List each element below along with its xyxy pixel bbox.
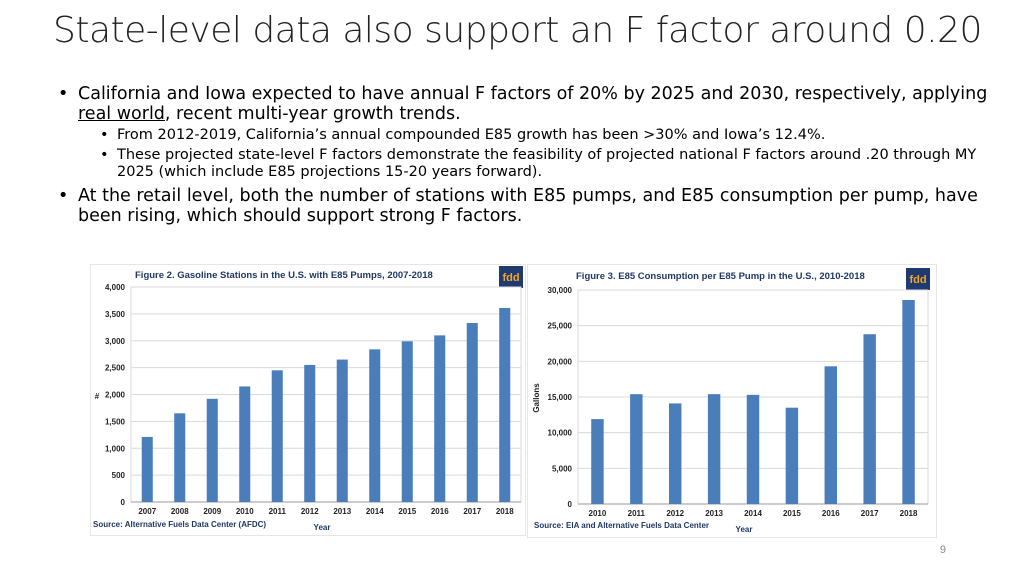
bar-2017 [863, 334, 876, 504]
x-tick-label: 2015 [783, 509, 801, 518]
bullet-1-text-pre: California and Iowa expected to have ann… [78, 84, 988, 104]
y-tick-label: 4,000 [105, 283, 126, 292]
bar-2010 [239, 386, 251, 502]
x-axis-label: Year [736, 525, 753, 534]
x-tick-label: 2011 [269, 507, 287, 516]
y-tick-label: 30,000 [548, 286, 573, 295]
x-tick-label: 2017 [861, 509, 879, 518]
chart-title: Figure 3. E85 Consumption per E85 Pump i… [576, 271, 865, 282]
bar-2011 [271, 370, 283, 502]
sub-bullet-2: These projected state-level F factors de… [100, 147, 1006, 181]
x-tick-label: 2010 [589, 509, 607, 518]
bar-2014 [746, 394, 760, 504]
bullet-1: California and Iowa expected to have ann… [56, 84, 1006, 124]
bar-2012 [304, 364, 316, 502]
x-tick-label: 2012 [301, 507, 319, 516]
slide-title: State-level data also support an F facto… [53, 10, 982, 51]
consumption-chart: Figure 3. E85 Consumption per E85 Pump i… [527, 264, 937, 538]
y-tick-label: 2,500 [105, 364, 126, 373]
y-tick-label: 15,000 [548, 393, 573, 402]
bar-2011 [630, 394, 643, 504]
fdd-logo-text: fdd [909, 274, 926, 286]
bar-2008 [174, 413, 186, 502]
bar-2013 [707, 394, 721, 504]
consumption-chart-svg: Figure 3. E85 Consumption per E85 Pump i… [532, 268, 930, 534]
x-tick-label: 2014 [366, 507, 384, 516]
x-tick-label: 2014 [744, 509, 762, 518]
page-number: 9 [939, 544, 946, 556]
bar-2016 [434, 335, 446, 502]
y-axis-label: # [95, 392, 100, 401]
y-tick-label: 500 [112, 471, 126, 480]
y-tick-label: 10,000 [548, 429, 573, 438]
stations-chart: Figure 2. Gasoline Stations in the U.S. … [90, 264, 526, 536]
x-axis-label: Year [314, 523, 331, 532]
x-tick-label: 2013 [705, 509, 723, 518]
y-tick-label: 0 [121, 498, 126, 507]
chart-title: Figure 2. Gasoline Stations in the U.S. … [135, 270, 433, 281]
bullet-2: At the retail level, both the number of … [56, 186, 1006, 226]
sub-bullet-1: From 2012-2019, California’s annual comp… [100, 127, 1006, 144]
chart-source: Source: Alternative Fuels Data Center (A… [93, 520, 266, 529]
bar-2014 [369, 349, 381, 502]
y-tick-label: 20,000 [548, 357, 573, 366]
fdd-logo [906, 268, 930, 290]
bar-2015 [401, 341, 413, 502]
bar-2012 [669, 403, 682, 504]
bullet-1-underlined: real world [78, 104, 165, 124]
bar-2017 [466, 323, 478, 502]
y-tick-label: 2,000 [105, 391, 126, 400]
y-tick-label: 25,000 [548, 322, 573, 331]
x-tick-label: 2018 [496, 507, 514, 516]
bar-2007 [141, 436, 153, 502]
y-axis-label: Gallons [532, 383, 541, 413]
x-tick-label: 2008 [171, 507, 189, 516]
x-tick-label: 2010 [236, 507, 254, 516]
bar-2009 [206, 398, 218, 502]
bar-2016 [824, 366, 837, 504]
x-tick-label: 2015 [398, 507, 416, 516]
bar-2010 [591, 419, 604, 504]
fdd-logo-text: fdd [502, 272, 519, 284]
bar-2013 [336, 359, 348, 502]
chart-source: Source: EIA and Alternative Fuels Data C… [534, 521, 709, 530]
x-tick-label: 2007 [138, 507, 156, 516]
bar-2018 [499, 307, 511, 502]
bullet-list: California and Iowa expected to have ann… [56, 84, 1006, 226]
x-tick-label: 2013 [333, 507, 351, 516]
x-tick-label: 2011 [628, 509, 646, 518]
y-tick-label: 3,000 [105, 337, 126, 346]
x-tick-label: 2016 [431, 507, 449, 516]
y-tick-label: 5,000 [552, 464, 573, 473]
y-tick-label: 1,500 [105, 417, 126, 426]
bar-2015 [785, 407, 799, 504]
stations-chart-svg: Figure 2. Gasoline Stations in the U.S. … [93, 266, 523, 532]
x-tick-label: 2018 [900, 509, 918, 518]
x-tick-label: 2016 [822, 509, 840, 518]
bar-2018 [902, 299, 915, 504]
bullet-1-text-post: , recent multi-year growth trends. [164, 104, 461, 124]
y-tick-label: 1,000 [105, 444, 126, 453]
x-tick-label: 2017 [463, 507, 481, 516]
fdd-logo [499, 266, 523, 288]
x-tick-label: 2009 [203, 507, 221, 516]
y-tick-label: 3,500 [105, 310, 126, 319]
x-tick-label: 2012 [666, 509, 684, 518]
y-tick-label: 0 [568, 500, 573, 509]
